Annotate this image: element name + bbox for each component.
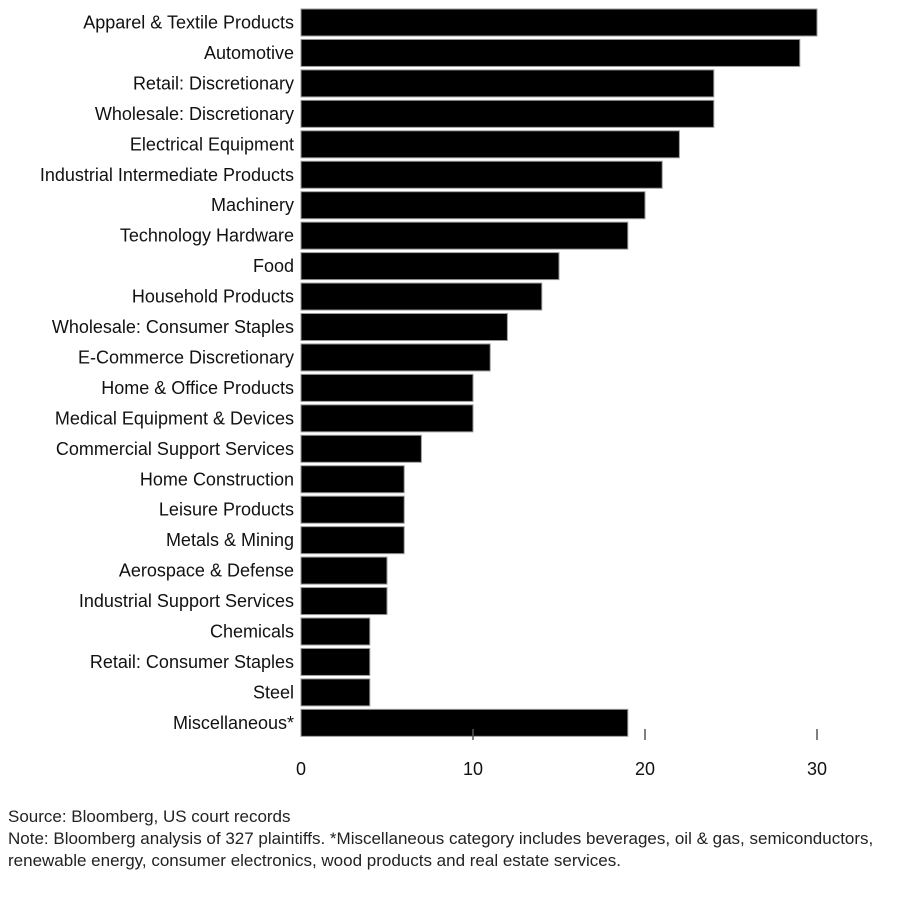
bar — [300, 404, 474, 433]
category-label: Household Products — [132, 287, 294, 307]
x-tick-label: 10 — [463, 759, 483, 779]
bar — [300, 99, 715, 128]
chart-footer: Source: Bloomberg, US court records Note… — [8, 806, 888, 872]
category-label: Steel — [253, 682, 294, 702]
methodology-note: Note: Bloomberg analysis of 327 plaintif… — [8, 829, 874, 870]
bar — [300, 343, 491, 372]
category-label: Wholesale: Discretionary — [95, 104, 294, 124]
bar — [300, 708, 629, 737]
category-label: Machinery — [211, 195, 294, 215]
bar — [300, 313, 508, 341]
bar — [300, 8, 818, 37]
x-axis: 0 10 20 30 — [296, 729, 827, 779]
category-label: Electrical Equipment — [130, 134, 294, 154]
bar — [300, 221, 629, 250]
category-label: E-Commerce Discretionary — [78, 347, 294, 367]
bar — [300, 678, 371, 707]
category-label: Commercial Support Services — [56, 439, 294, 459]
x-tick-label: 0 — [296, 759, 306, 779]
bar — [300, 130, 680, 159]
bar — [300, 495, 405, 524]
category-label: Retail: Consumer Staples — [90, 652, 294, 672]
bar — [300, 465, 405, 494]
category-label: Home & Office Products — [101, 378, 294, 398]
bar — [300, 373, 474, 402]
category-label: Aerospace & Defense — [119, 561, 294, 581]
category-label: Leisure Products — [159, 500, 294, 520]
bars — [300, 8, 818, 737]
category-label: Metals & Mining — [166, 530, 294, 550]
category-label: Industrial Support Services — [79, 591, 294, 611]
bar — [300, 160, 663, 189]
bar — [300, 617, 371, 646]
category-label: Technology Hardware — [120, 226, 294, 246]
bar — [300, 434, 422, 463]
source-note: Source: Bloomberg, US court records — [8, 807, 291, 826]
category-label: Industrial Intermediate Products — [40, 165, 294, 185]
category-label: Home Construction — [140, 469, 294, 489]
bar — [300, 252, 560, 281]
bar — [300, 69, 715, 98]
category-label: Chemicals — [210, 622, 294, 642]
category-label: Miscellaneous* — [173, 713, 294, 733]
category-label: Apparel & Textile Products — [83, 13, 294, 33]
category-labels: Apparel & Textile Products Automotive Reta… — [40, 13, 294, 733]
bar — [300, 526, 405, 555]
bar — [300, 647, 371, 676]
category-label: Automotive — [204, 43, 294, 63]
bar — [300, 556, 388, 585]
bar-chart: Apparel & Textile Products Automotive Reta… — [40, 8, 827, 779]
x-tick-label: 30 — [807, 759, 827, 779]
bar — [300, 38, 801, 67]
category-label: Wholesale: Consumer Staples — [52, 317, 294, 337]
bar — [300, 282, 543, 311]
bar — [300, 191, 646, 220]
category-label: Retail: Discretionary — [133, 73, 294, 93]
category-label: Medical Equipment & Devices — [55, 408, 294, 428]
x-tick-label: 20 — [635, 759, 655, 779]
category-label: Food — [253, 256, 294, 276]
bar — [300, 587, 388, 616]
